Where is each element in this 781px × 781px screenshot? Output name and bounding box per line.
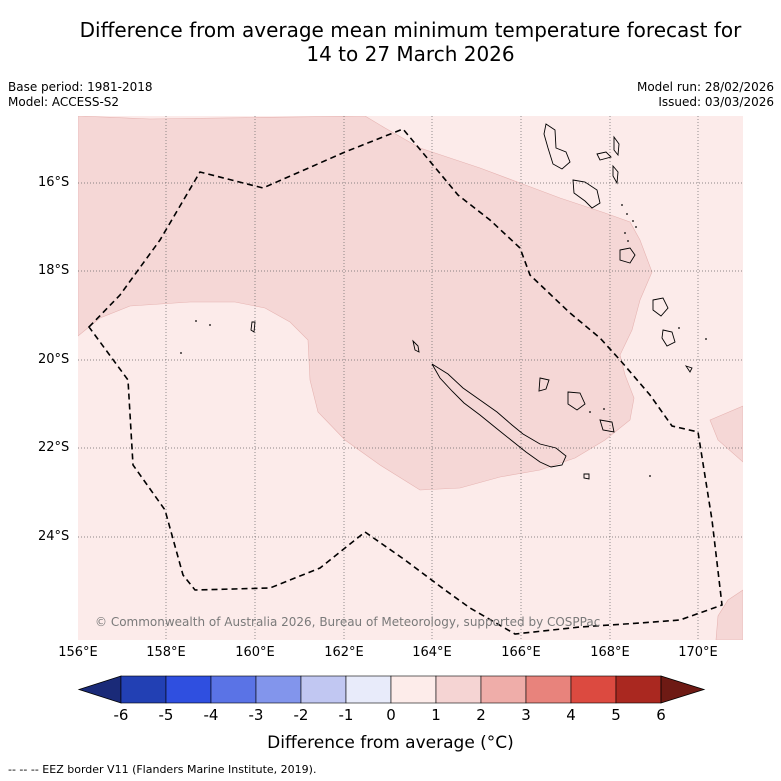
colorbar-tick-label: 0 [386,706,396,724]
vanuatu-erromango [652,297,669,317]
colorbar-tick-label: 2 [476,706,486,724]
colorbar-title: Difference from average (°C) [267,733,514,753]
colorbar-segment [525,675,572,704]
model-name: Model: ACCESS-S2 [8,95,120,109]
loyalty-ouvea [538,377,550,392]
vanuatu-aneityum [684,365,693,373]
chesterfield-reef [250,321,256,333]
meta-left: Base period: 1981-2018 Model: ACCESS-S2 [8,80,153,110]
loyalty-mare [599,419,615,433]
lon-label-158e: 158°E [146,645,186,660]
meta-right: Model run: 28/02/2026 Issued: 03/03/2026 [637,80,774,110]
colorbar-segment [300,675,347,704]
colorbar-segment [165,675,212,704]
colorbar-segment [210,675,257,704]
colorbar-extend-max [660,675,706,704]
colorbar-tick-label: 6 [656,706,666,724]
vanuatu-malakula [572,179,601,209]
vanuatu-tanna [661,329,676,347]
colorbar-segment [120,675,167,704]
small-islets [180,204,707,477]
map-title: Difference from average mean minimum tem… [0,18,781,66]
lat-label-24s: 24°S [38,529,70,544]
vanuatu-ambae [596,151,612,161]
colorbar-tick-label: -2 [293,706,309,724]
lon-label-164e: 164°E [412,645,452,660]
lat-label-22s: 22°S [38,440,70,455]
copyright-notice: © Commonwealth of Australia 2026, Bureau… [95,615,600,629]
eez-legend: -- -- -- EEZ border V11 (Flanders Marine… [8,763,317,776]
lat-label-16s: 16°S [38,175,70,190]
colorbar-segment [480,675,527,704]
lon-label-156e: 156°E [58,645,98,660]
lat-label-18s: 18°S [38,263,70,278]
coastlines [250,123,693,480]
colorbar-segment [435,675,482,704]
vanuatu-santo [543,123,571,170]
colorbar-segment [390,675,437,704]
vanuatu-maewo [613,135,620,157]
colorbar-tick-label: -5 [158,706,174,724]
eez-border [87,128,723,635]
base-period: Base period: 1981-2018 [8,80,153,94]
colorbar-tick-label: 5 [611,706,621,724]
lon-label-170e: 170°E [678,645,718,660]
colorbar-tick-label: -1 [338,706,354,724]
colorbar-segment [570,675,617,704]
lat-label-20s: 20°S [38,352,70,367]
anomaly-region-warm-se [715,589,743,640]
vanuatu-pentecost [612,164,619,185]
title-line-2: 14 to 27 March 2026 [306,42,515,66]
colorbar-segment [255,675,302,704]
colorbar-segment [615,675,662,704]
title-line-1: Difference from average mean minimum tem… [79,18,742,42]
vanuatu-efate [619,247,636,264]
lon-label-160e: 160°E [235,645,275,660]
lon-label-166e: 166°E [501,645,541,660]
lon-label-162e: 162°E [324,645,364,660]
model-run: Model run: 28/02/2026 [636,80,774,94]
colorbar-extend-min [77,675,122,704]
new-caledonia-coast [431,363,567,468]
colorbar-tick-label: -6 [113,706,129,724]
graticule [78,116,743,640]
isle-of-pines [583,473,590,480]
anomaly-region-warm-east [709,405,743,463]
colorbar-tick-label: 4 [566,706,576,724]
colorbar-segment [345,675,392,704]
colorbar [77,675,706,704]
belep-islands [412,339,420,353]
colorbar-tick-label: -4 [203,706,219,724]
colorbar-tick-label: -3 [248,706,264,724]
colorbar-tick-label: 3 [521,706,531,724]
loyalty-lifou [567,391,586,411]
lon-label-168e: 168°E [590,645,630,660]
issued-date: Issued: 03/03/2026 [658,95,774,109]
colorbar-tick-label: 1 [431,706,441,724]
